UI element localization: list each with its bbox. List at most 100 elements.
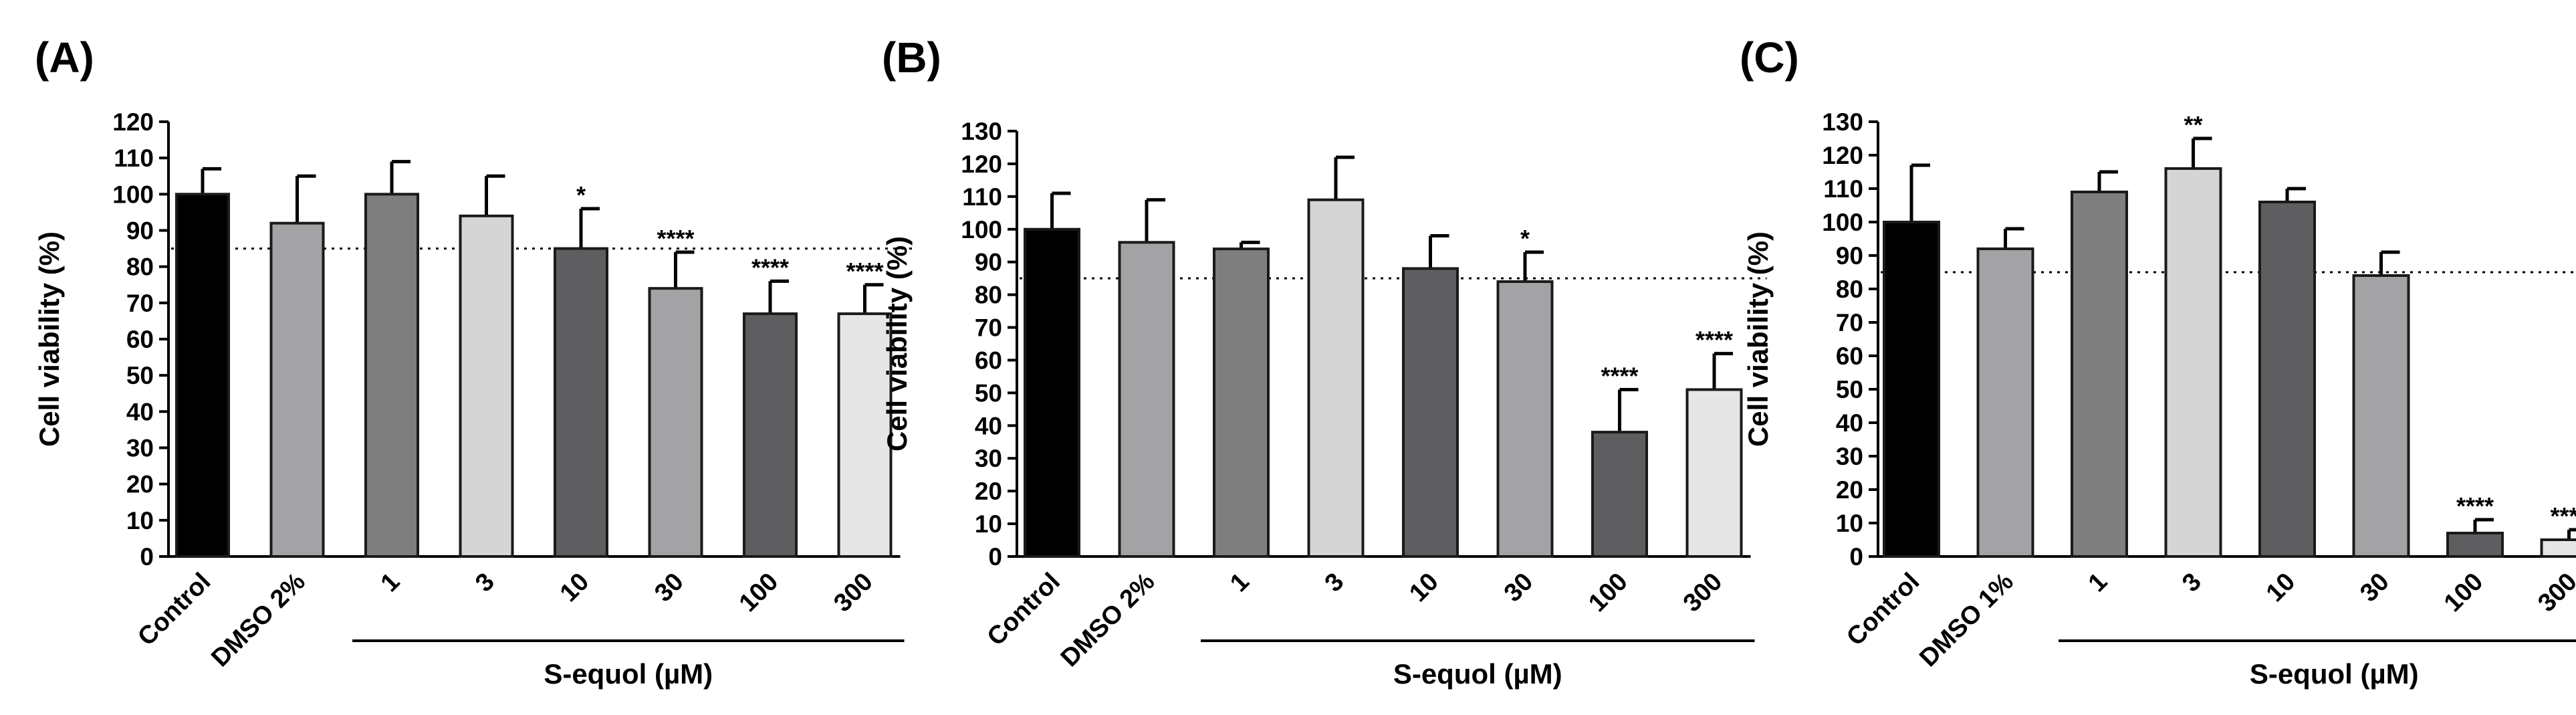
x-tick-label: DMSO 2%: [206, 568, 311, 673]
chart-panel-b: (B) Cell viability (%) 0 10 20 30 40 50 60 70 80 90…: [858, 0, 1767, 715]
bar-10: [554, 247, 608, 558]
y-tick-label: 60: [126, 326, 154, 353]
x-tick-label: Control: [982, 568, 1066, 651]
y-tick-label: 40: [975, 412, 1002, 439]
bar-control: [1883, 221, 1940, 558]
x-tick-label: 100: [1583, 568, 1633, 618]
y-tick-label: 100: [961, 216, 1002, 243]
y-tick-label: 50: [975, 379, 1002, 407]
panel-label: (A): [35, 33, 94, 82]
bar-dmso-1-: [1976, 247, 2034, 558]
significance-marker: ****: [1695, 326, 1733, 354]
group-label: S-equol (µM): [2250, 658, 2419, 690]
significance-marker: *: [576, 181, 586, 209]
bar-100: [1591, 431, 1648, 558]
y-tick-label: 10: [1836, 510, 1863, 537]
chart-panel-c: (C) Cell viability (%) 0 10 20 30 40 50 60 70 80 90…: [1717, 0, 2576, 715]
x-tick-label: 100: [734, 568, 784, 618]
y-tick-label: 110: [114, 144, 154, 172]
significance-marker: ****: [2550, 502, 2576, 530]
y-tick-label: 10: [126, 507, 154, 534]
bar-300: [837, 312, 893, 558]
bar-30: [648, 287, 703, 558]
y-tick-label: 0: [988, 543, 1002, 571]
y-tick-label: 100: [1822, 209, 1863, 236]
y-tick-label: 120: [1822, 142, 1863, 169]
y-tick-label: 90: [1836, 242, 1863, 270]
y-tick-label: 20: [1836, 476, 1863, 504]
significance-marker: ****: [1601, 362, 1638, 389]
y-tick-label: 40: [1836, 409, 1863, 437]
panel-label: (B): [882, 33, 941, 82]
bar-3: [459, 214, 514, 558]
significance-marker: ****: [751, 253, 789, 281]
chart-c: (C) Cell viability (%) 0 10 20 30 40 50 60 70 80 90…: [1740, 33, 2576, 690]
y-tick-label: 120: [112, 108, 154, 136]
x-tick-label: 3: [2177, 568, 2207, 598]
bar-dmso-2-: [269, 221, 325, 558]
y-tick-label: 50: [1836, 376, 1863, 403]
y-tick-label: 90: [975, 249, 1002, 276]
bar-control: [175, 193, 230, 558]
y-tick-label: 20: [975, 478, 1002, 505]
y-tick-label: 80: [1836, 276, 1863, 303]
panel-label: (C): [1740, 33, 1799, 82]
y-tick-label: 100: [112, 181, 154, 208]
significance-marker: **: [2184, 111, 2202, 138]
y-tick-label: 50: [126, 362, 154, 389]
y-axis-title: Cell viability (%): [881, 236, 913, 451]
x-tick-label: 1: [2083, 568, 2113, 598]
y-tick-label: 30: [1836, 443, 1863, 470]
chart-b: (B) Cell viability (%) 0 10 20 30 40 50 60 70 80 90…: [881, 33, 1767, 690]
y-tick-label: 130: [961, 118, 1002, 145]
y-tick-label: 20: [126, 471, 154, 498]
bar-10: [1402, 267, 1459, 558]
bar-1: [2071, 191, 2128, 558]
x-tick-label: 1: [1225, 568, 1255, 598]
y-tick-label: 120: [961, 150, 1002, 178]
bar-1: [364, 193, 419, 558]
x-tick-label: DMSO 2%: [1056, 568, 1161, 673]
y-tick-label: 80: [975, 282, 1002, 309]
bar-control: [1024, 227, 1080, 558]
x-tick-label: 100: [2439, 568, 2489, 618]
y-tick-label: 110: [1823, 175, 1863, 203]
x-tick-label: 3: [470, 568, 500, 598]
chart-panel-a: (A) Cell viability (%) 0 10 20 30 40 50 60 70 80 90…: [0, 0, 917, 715]
x-tick-label: 10: [555, 568, 595, 608]
x-tick-label: 10: [1404, 568, 1444, 608]
group-label: S-equol (µM): [1393, 658, 1562, 690]
significance-marker: ****: [846, 258, 883, 285]
y-tick-label: 80: [126, 253, 154, 281]
bar-10: [2258, 201, 2316, 558]
bar-100: [2446, 532, 2504, 558]
y-tick-label: 10: [975, 510, 1002, 538]
x-tick-label: 300: [2533, 568, 2576, 618]
y-axis-title: Cell viability (%): [1742, 231, 1774, 447]
bar-3: [1307, 198, 1365, 558]
x-tick-label: 30: [1499, 568, 1539, 608]
y-tick-label: 0: [1849, 543, 1863, 571]
y-tick-label: 110: [962, 183, 1002, 211]
y-tick-label: 130: [1822, 108, 1863, 136]
bar-30: [1496, 280, 1554, 558]
y-tick-label: 70: [126, 290, 154, 317]
bar-3: [2164, 167, 2222, 558]
y-tick-label: 30: [126, 435, 154, 462]
group-label: S-equol (µM): [544, 658, 713, 690]
chart-a: (A) Cell viability (%) 0 10 20 30 40 50 60 70 80 90…: [33, 33, 917, 690]
bar-300: [2540, 538, 2576, 558]
significance-marker: ****: [657, 225, 694, 252]
x-tick-label: 1: [376, 568, 406, 598]
x-tick-label: 30: [2355, 568, 2395, 608]
y-tick-label: 60: [975, 346, 1002, 374]
y-tick-label: 90: [126, 217, 154, 245]
x-tick-label: DMSO 1%: [1914, 568, 2019, 673]
significance-marker: ****: [2456, 492, 2494, 520]
bar-100: [743, 312, 798, 558]
y-tick-label: 70: [1836, 309, 1863, 336]
y-tick-label: 40: [126, 398, 154, 425]
bar-1: [1213, 247, 1270, 558]
x-tick-label: 3: [1320, 568, 1350, 598]
x-tick-label: 10: [2261, 568, 2301, 608]
